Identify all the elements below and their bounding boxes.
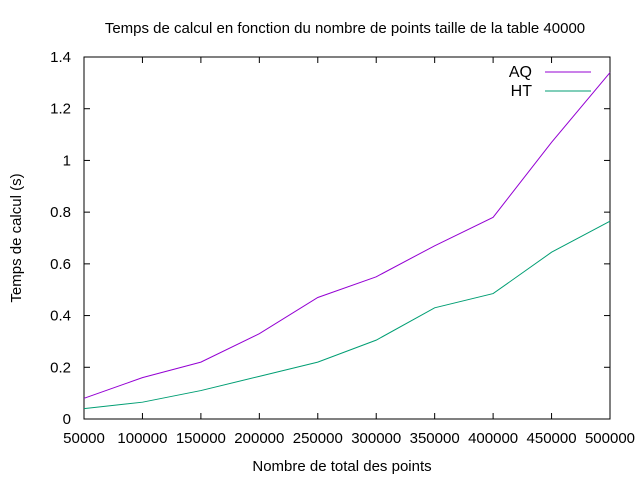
legend-label-aq: AQ	[509, 64, 532, 81]
y-tick-label: 0.8	[50, 204, 71, 221]
x-tick-label: 50000	[63, 430, 105, 447]
legend-label-ht: HT	[511, 83, 533, 100]
x-tick-label: 450000	[527, 430, 577, 447]
plot-area-border	[83, 56, 611, 420]
x-tick-label: 250000	[293, 430, 343, 447]
series-line-ht	[83, 220, 611, 410]
y-tick-label: 0.4	[50, 308, 71, 325]
y-tick-label: 1	[63, 152, 71, 169]
y-tick-label: 0.2	[50, 359, 71, 376]
series-lines	[83, 72, 611, 410]
series-line-aq	[83, 72, 611, 399]
chart-title: Temps de calcul en fonction du nombre de…	[105, 20, 585, 37]
x-tick-label: 350000	[410, 430, 460, 447]
x-tick-label: 500000	[585, 430, 635, 447]
x-tick-label: 200000	[234, 430, 284, 447]
y-tick-label: 0.6	[50, 256, 71, 273]
y-tick-label: 1.2	[50, 101, 71, 118]
x-tick-label: 300000	[351, 430, 401, 447]
x-tick-label: 400000	[468, 430, 518, 447]
y-tick-label: 1.4	[50, 49, 71, 66]
axis-ticks: 0 0.2 0.4 0.6 0.8 1 1.2 1.4 50000 100000 150000 200…	[50, 49, 635, 447]
x-tick-label: 150000	[176, 430, 226, 447]
x-tick-label: 100000	[117, 430, 167, 447]
y-axis-label: Temps de calcul (s)	[8, 173, 25, 302]
legend: AQ HT	[509, 64, 591, 100]
y-tick-label: 0	[63, 411, 71, 428]
x-axis-label: Nombre de total des points	[252, 458, 431, 475]
